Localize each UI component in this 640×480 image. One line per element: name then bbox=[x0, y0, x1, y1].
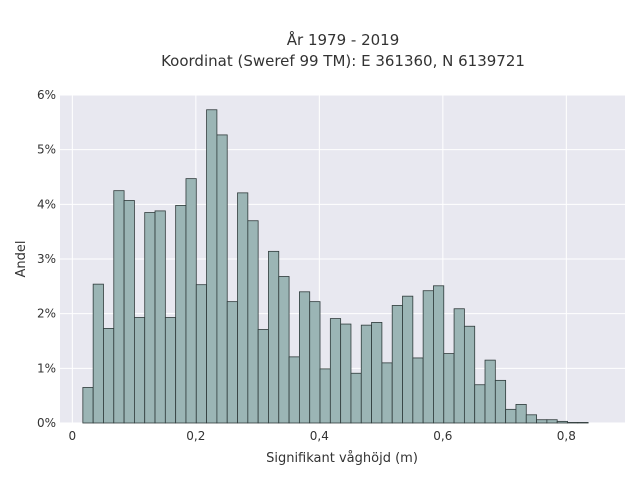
histogram-bar bbox=[164, 317, 177, 424]
histogram-bar bbox=[288, 356, 300, 424]
y-tick-label: 1% bbox=[37, 361, 56, 375]
histogram-bar bbox=[154, 210, 166, 424]
histogram-bar bbox=[360, 324, 372, 424]
histogram-bar bbox=[195, 284, 207, 424]
histogram-bar bbox=[226, 301, 238, 424]
histogram-bar bbox=[257, 329, 269, 424]
histogram-bar bbox=[453, 308, 465, 424]
histogram-bar bbox=[123, 200, 135, 424]
x-axis-ticks: 0 0,2 0,4 0,6 0,8 bbox=[69, 429, 576, 443]
histogram-bar bbox=[567, 422, 579, 424]
histogram-bar bbox=[298, 291, 311, 424]
histogram-bar bbox=[505, 408, 517, 424]
histogram-bar bbox=[268, 250, 280, 424]
x-tick-label: 0,6 bbox=[433, 429, 452, 443]
histogram-bar bbox=[216, 134, 228, 424]
y-tick-label: 5% bbox=[37, 143, 56, 157]
histogram-bar bbox=[175, 205, 187, 424]
histogram-bar bbox=[350, 372, 362, 424]
histogram-bar bbox=[494, 379, 507, 424]
y-tick-label: 6% bbox=[37, 88, 56, 102]
histogram-bar bbox=[82, 387, 94, 424]
histogram-bar bbox=[144, 212, 156, 424]
histogram-bar bbox=[329, 318, 342, 424]
x-axis-label: Signifikant våghöjd (m) bbox=[266, 451, 418, 466]
chart-title-line2: Koordinat (Sweref 99 TM): E 361360, N 61… bbox=[161, 52, 525, 70]
x-tick-label: 0,8 bbox=[557, 429, 576, 443]
histogram-bar bbox=[340, 323, 352, 424]
histogram-bar bbox=[206, 109, 218, 424]
y-tick-label: 4% bbox=[37, 197, 56, 211]
y-tick-label: 2% bbox=[37, 307, 56, 321]
histogram-bar bbox=[556, 420, 568, 424]
histogram-bar bbox=[247, 220, 259, 424]
histogram-bar bbox=[278, 276, 290, 424]
y-axis-label: Andel bbox=[14, 241, 29, 278]
histogram-bar bbox=[463, 325, 476, 424]
histogram-bar bbox=[371, 322, 383, 424]
histogram-bar bbox=[381, 362, 393, 424]
histogram-bar bbox=[113, 190, 125, 424]
x-tick-label: 0,2 bbox=[186, 429, 205, 443]
histogram-bar bbox=[474, 384, 486, 424]
histogram-bar bbox=[185, 178, 197, 424]
chart-title-line1: År 1979 - 2019 bbox=[287, 30, 400, 49]
histogram-bar bbox=[402, 295, 414, 424]
histogram-bar bbox=[443, 353, 455, 424]
histogram-bar bbox=[484, 359, 496, 424]
histogram-bar bbox=[391, 305, 403, 424]
histogram-bar bbox=[412, 357, 424, 424]
histogram-bar bbox=[319, 368, 331, 424]
histogram-bar bbox=[103, 328, 115, 424]
histogram-bar bbox=[525, 414, 537, 424]
histogram-bars bbox=[82, 109, 589, 424]
histogram-bar bbox=[515, 404, 527, 424]
histogram-bar bbox=[134, 317, 146, 424]
y-axis-ticks: 0% 1% 2% 3% 4% 5% 6% bbox=[37, 88, 56, 430]
histogram-bar bbox=[577, 422, 589, 424]
histogram-bar bbox=[309, 301, 321, 424]
histogram-bar bbox=[433, 285, 445, 424]
histogram-bar bbox=[237, 192, 249, 424]
y-tick-label: 3% bbox=[37, 252, 56, 266]
y-tick-label: 0% bbox=[37, 416, 56, 430]
histogram-bar bbox=[536, 419, 548, 424]
x-tick-label: 0 bbox=[69, 429, 77, 443]
histogram-bar bbox=[546, 419, 558, 424]
x-tick-label: 0,4 bbox=[310, 429, 329, 443]
histogram-bar bbox=[92, 283, 104, 424]
histogram-bar bbox=[422, 290, 434, 424]
